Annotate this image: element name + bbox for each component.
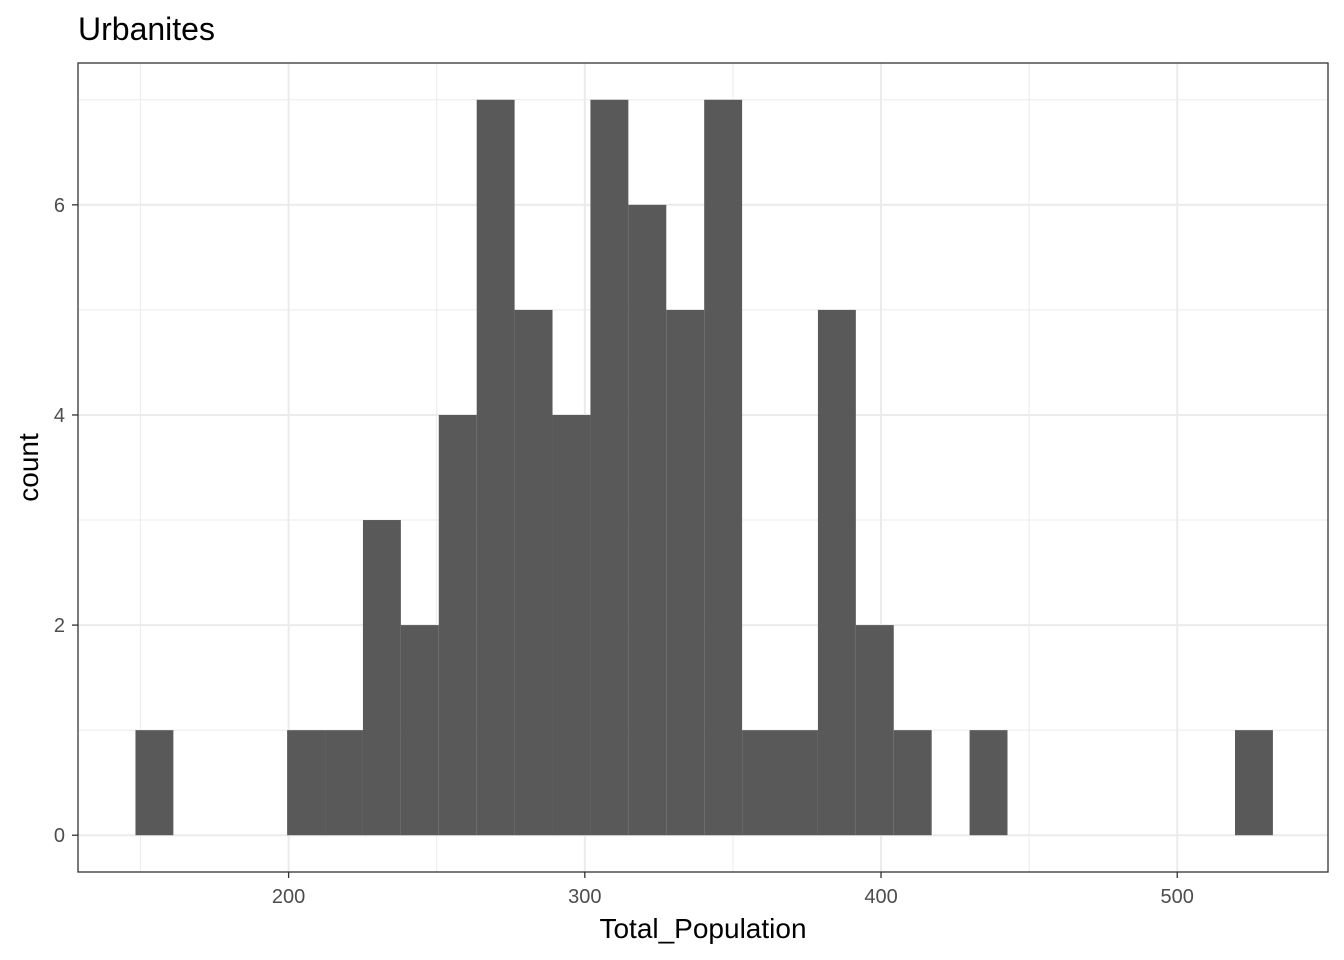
- histogram-bar: [855, 625, 894, 836]
- histogram-bar: [476, 99, 515, 836]
- x-tick-label: 200: [272, 886, 305, 908]
- histogram-bar: [1234, 730, 1273, 836]
- histogram-bar: [590, 99, 629, 836]
- histogram-bar: [817, 309, 856, 836]
- y-axis-title: count: [13, 433, 44, 502]
- axis-ticks: 200 300 400 500 0 2 4 6: [54, 195, 1194, 908]
- histogram-bar: [666, 309, 705, 836]
- plot-panel-border: [77, 62, 1329, 873]
- x-axis-title: Total_Population: [599, 913, 806, 944]
- histogram-bar: [362, 520, 401, 836]
- histogram-bar: [514, 309, 553, 836]
- y-tick-label: 0: [54, 825, 65, 847]
- histogram-bar: [742, 730, 781, 836]
- histogram-bar: [552, 414, 591, 836]
- x-tick-label: 500: [1161, 886, 1194, 908]
- histogram-bar: [400, 625, 439, 836]
- histogram-bar: [628, 204, 667, 836]
- y-tick-label: 4: [54, 405, 65, 427]
- chart-title: Urbanites: [78, 11, 215, 47]
- y-tick-label: 2: [54, 615, 65, 637]
- histogram-bars: [135, 99, 1273, 836]
- y-tick-label: 6: [54, 195, 65, 217]
- histogram-bar: [438, 414, 477, 836]
- x-tick-label: 400: [864, 886, 897, 908]
- x-tick-label: 300: [568, 886, 601, 908]
- histogram-bar: [893, 730, 932, 836]
- histogram-bar: [325, 730, 363, 836]
- histogram-bar: [135, 730, 174, 836]
- histogram-bar: [287, 730, 326, 836]
- histogram-bar: [704, 99, 743, 836]
- histogram-bar: [969, 730, 1008, 836]
- histogram-bar: [780, 730, 818, 836]
